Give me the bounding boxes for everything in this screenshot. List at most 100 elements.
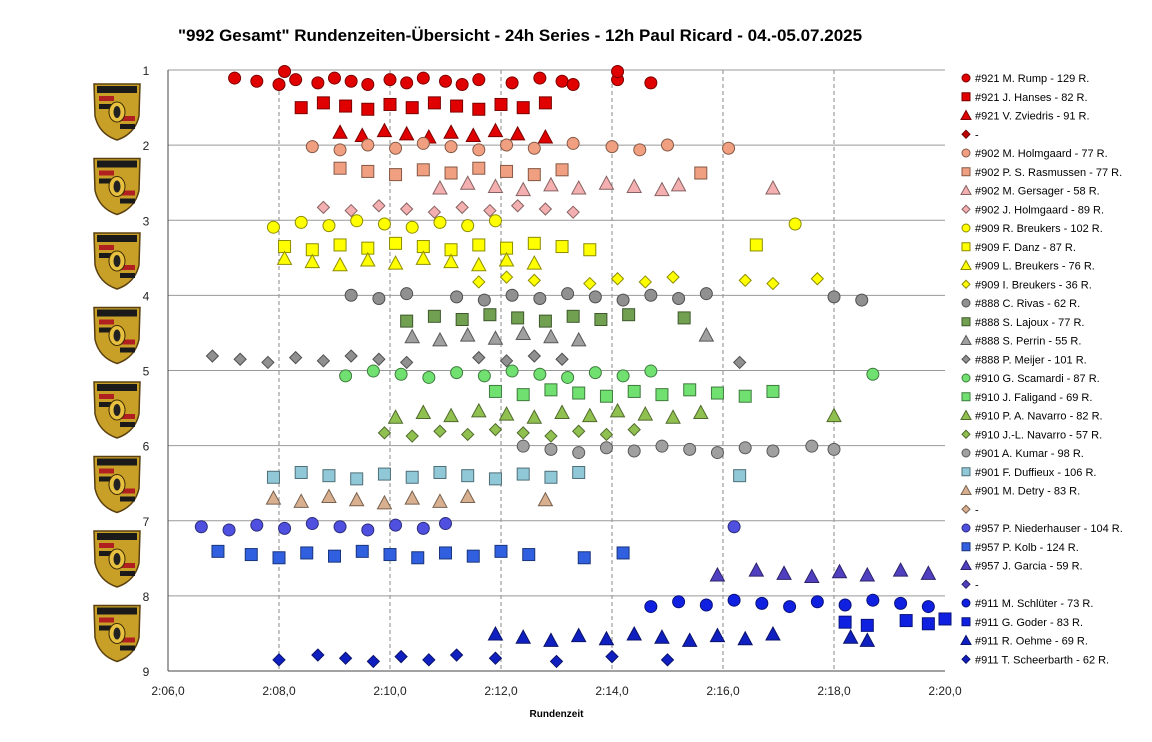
data-point — [855, 293, 869, 307]
data-point — [677, 311, 691, 325]
data-point — [383, 548, 397, 562]
legend-item: #911 G. Goder - 83 R. — [961, 617, 1083, 629]
data-point — [683, 442, 697, 456]
legend-item: - — [961, 129, 979, 141]
legend-marker — [961, 617, 971, 627]
data-point — [276, 250, 293, 265]
series-12 — [344, 287, 869, 307]
data-point — [498, 251, 515, 267]
data-point — [449, 648, 464, 662]
legend-item: #921 M. Rump - 129 R. — [961, 73, 1089, 85]
data-point — [783, 600, 797, 614]
data-point — [432, 493, 448, 508]
series-29 — [838, 612, 952, 632]
data-point — [376, 122, 393, 138]
data-point — [361, 523, 375, 537]
data-point — [633, 143, 647, 157]
data-point — [404, 490, 421, 505]
series-4 — [305, 136, 736, 157]
data-point — [443, 253, 459, 269]
data-point — [361, 164, 375, 178]
data-point — [498, 406, 515, 421]
data-point — [683, 383, 697, 397]
porsche-crest-icon — [93, 530, 141, 588]
data-point — [810, 595, 824, 609]
data-point — [766, 444, 780, 458]
data-point — [399, 202, 414, 216]
legend-label: #921 V. Zviedris - 91 R. — [975, 111, 1090, 123]
series-18 — [387, 402, 842, 424]
data-point — [921, 617, 935, 631]
data-point — [444, 166, 458, 180]
data-point — [415, 250, 432, 265]
x-tick-label: 2:06,0 — [151, 684, 185, 698]
legend-marker — [961, 148, 971, 158]
data-point — [738, 441, 752, 455]
legend-item: #888 C. Rivas - 62 R. — [961, 298, 1080, 310]
data-point — [776, 565, 792, 580]
data-point — [616, 546, 630, 560]
data-point — [272, 653, 286, 667]
data-point — [516, 439, 530, 453]
data-point — [516, 426, 530, 440]
data-point — [666, 270, 680, 284]
legend-item: #888 S. Perrin - 55 R. — [960, 334, 1081, 348]
data-point — [543, 176, 559, 192]
data-point — [616, 369, 630, 383]
data-point — [638, 275, 653, 289]
legend-label: - — [975, 504, 979, 516]
data-point — [294, 101, 308, 115]
legend-marker — [961, 204, 971, 214]
legend-label: #901 F. Duffieux - 106 R. — [975, 467, 1096, 479]
legend-item: #902 M. Gersager - 58 R. — [960, 184, 1100, 198]
data-point — [472, 350, 486, 365]
data-point — [555, 163, 569, 177]
data-point — [538, 314, 552, 328]
data-point — [566, 205, 580, 219]
data-point — [611, 65, 625, 79]
data-point — [427, 205, 442, 219]
data-point — [570, 627, 587, 643]
data-point — [583, 276, 597, 291]
data-point — [826, 407, 842, 423]
legend-item: #902 P. S. Rasmussen - 77 R. — [961, 167, 1122, 179]
data-point — [205, 349, 220, 363]
series-19 — [377, 422, 641, 443]
data-point — [488, 384, 502, 398]
data-point — [544, 429, 558, 443]
legend-item: #888 S. Lajoux - 77 R. — [961, 317, 1084, 329]
legend-label: #901 M. Detry - 83 R. — [975, 486, 1080, 498]
legend-label: #911 G. Goder - 83 R. — [975, 617, 1083, 629]
data-point — [838, 598, 852, 612]
legend-label: #902 M. Gersager - 58 R. — [975, 186, 1100, 198]
data-point — [311, 648, 325, 662]
data-point — [266, 220, 280, 234]
legend-label: #888 C. Rivas - 62 R. — [975, 298, 1080, 310]
data-point — [594, 313, 608, 327]
data-point — [561, 287, 575, 301]
data-point — [727, 593, 741, 607]
data-point — [305, 517, 319, 531]
data-point — [405, 101, 419, 115]
data-point — [372, 199, 386, 213]
data-marks — [194, 65, 952, 669]
data-point — [472, 161, 486, 175]
data-point — [398, 125, 415, 141]
legend-label: #911 T. Scheerbarth - 62 R. — [975, 654, 1109, 666]
series-21 — [266, 465, 747, 486]
data-point — [526, 255, 543, 270]
legend-label: #902 P. S. Rasmussen - 77 R. — [975, 167, 1122, 179]
data-point — [588, 290, 602, 304]
legend-item: #921 V. Zviedris - 91 R. — [960, 109, 1090, 123]
legend-item: #888 P. Meijer - 101 R. — [961, 354, 1087, 366]
data-point — [566, 309, 580, 323]
data-point — [460, 427, 475, 442]
data-point — [488, 472, 502, 486]
data-point — [333, 143, 347, 157]
data-point — [527, 273, 542, 288]
data-point — [394, 367, 408, 381]
series-28 — [644, 593, 935, 614]
data-point — [422, 370, 436, 384]
data-point — [366, 364, 380, 378]
data-point — [511, 311, 525, 325]
